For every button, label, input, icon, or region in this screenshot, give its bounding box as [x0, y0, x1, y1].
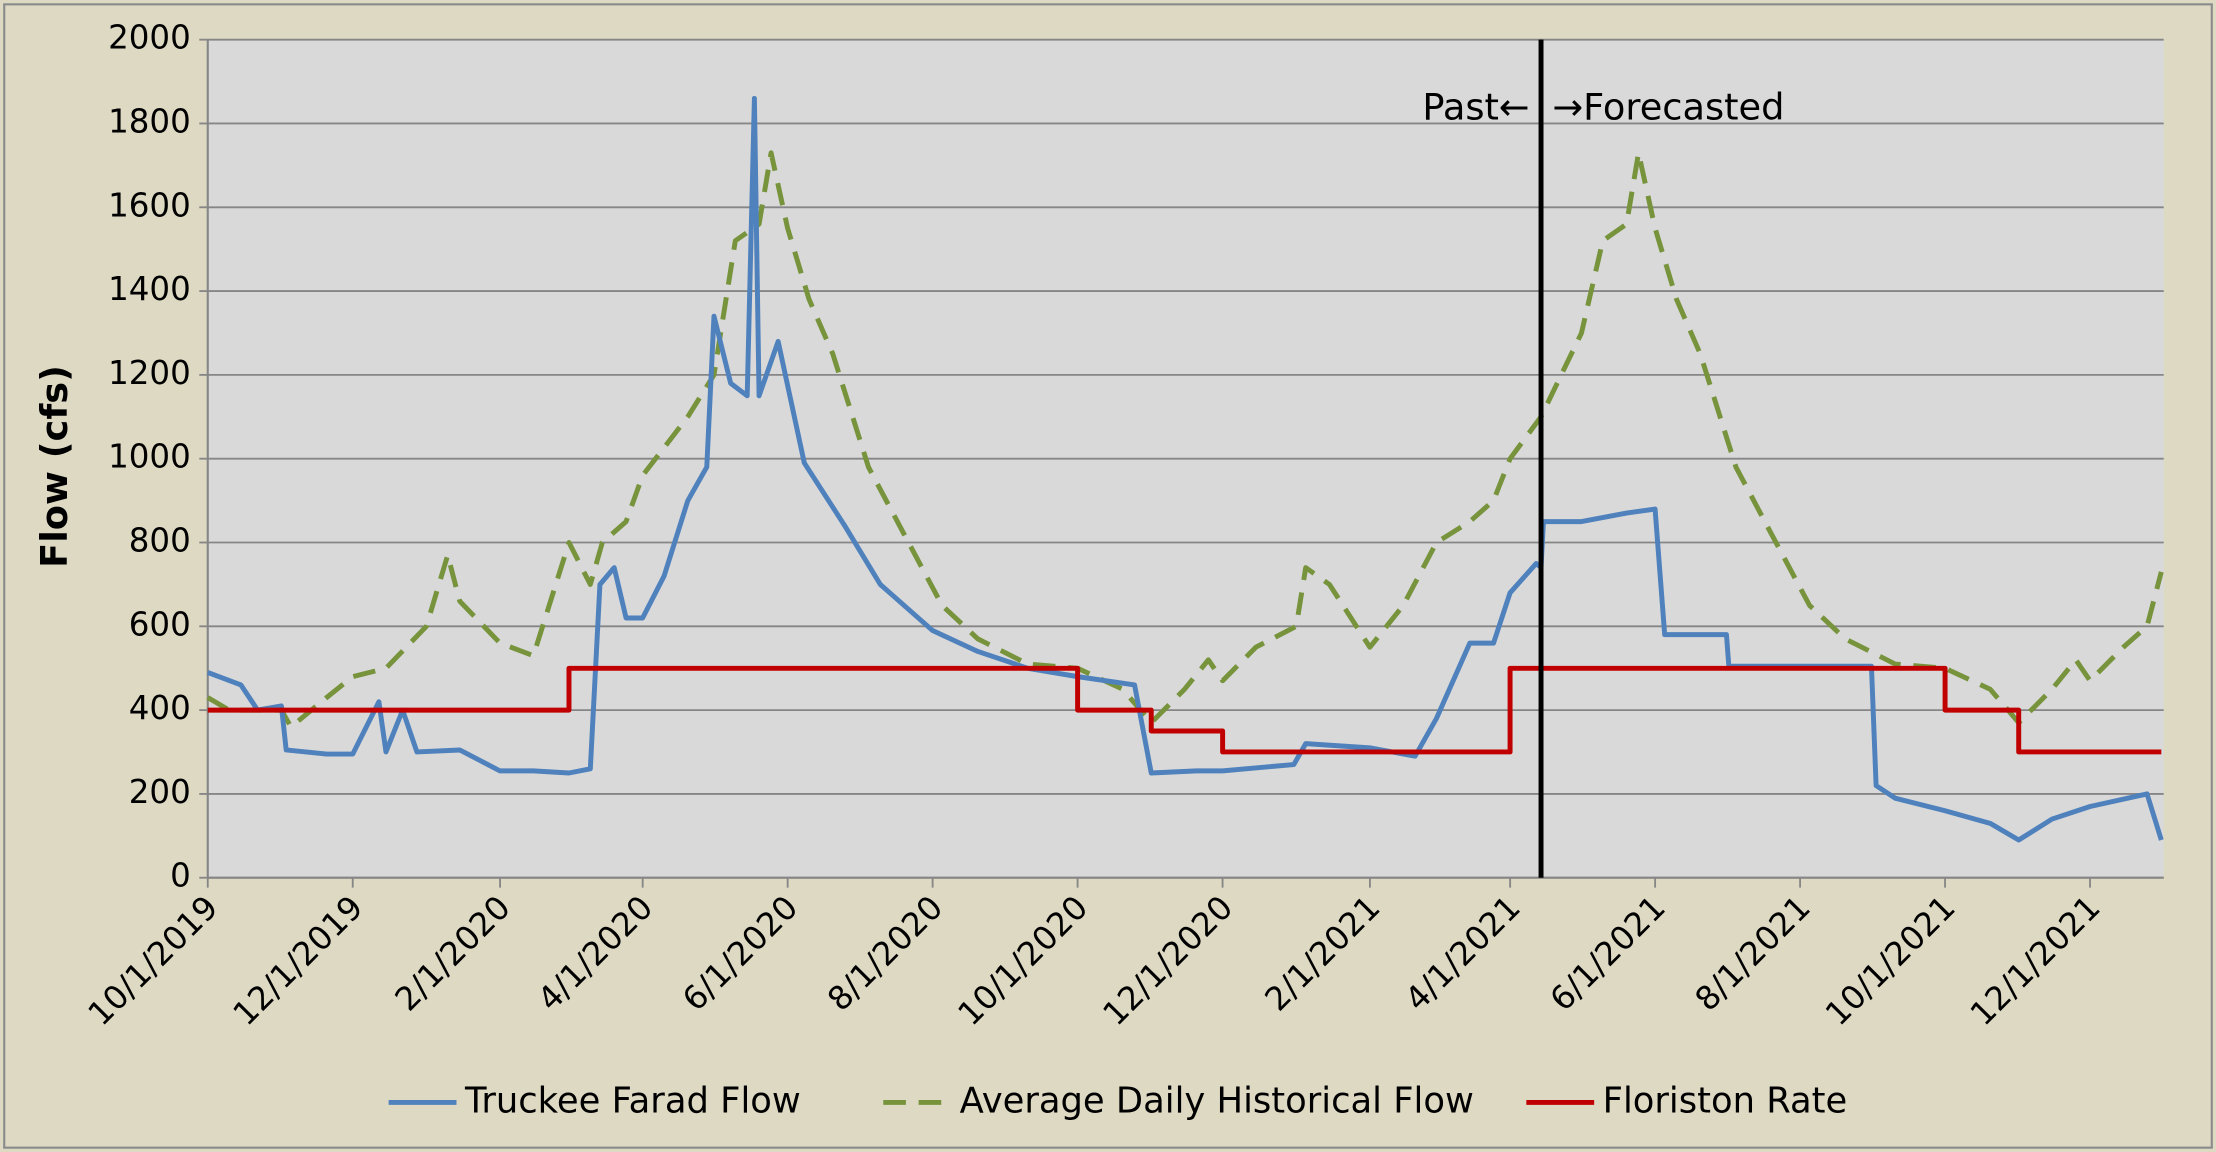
y-tick-label: 400 [129, 689, 191, 727]
legend-label: Floriston Rate [1603, 1080, 1848, 1121]
series-line [206, 150, 2164, 730]
series-line [207, 665, 2162, 755]
legend-label: Average Daily Historical Flow [960, 1080, 1474, 1121]
y-tick-label: 200 [129, 773, 191, 811]
legend-label: Truckee Farad Flow [464, 1080, 801, 1121]
y-tick-label: 600 [129, 605, 191, 643]
y-tick-label: 0 [170, 857, 191, 895]
y-tick-label: 1600 [108, 186, 191, 224]
annotation: Past← [1422, 85, 1529, 128]
y-tick-label: 1400 [108, 270, 191, 308]
y-axis-label: Flow (cfs) [33, 365, 76, 568]
y-tick-label: 1000 [108, 438, 191, 476]
series-line [206, 95, 2164, 843]
annotation: →Forecasted [1552, 85, 1784, 128]
y-tick-label: 800 [129, 522, 191, 560]
y-tick-label: 2000 [108, 19, 191, 57]
y-tick-label: 1200 [108, 354, 191, 392]
y-tick-label: 1800 [108, 102, 191, 140]
